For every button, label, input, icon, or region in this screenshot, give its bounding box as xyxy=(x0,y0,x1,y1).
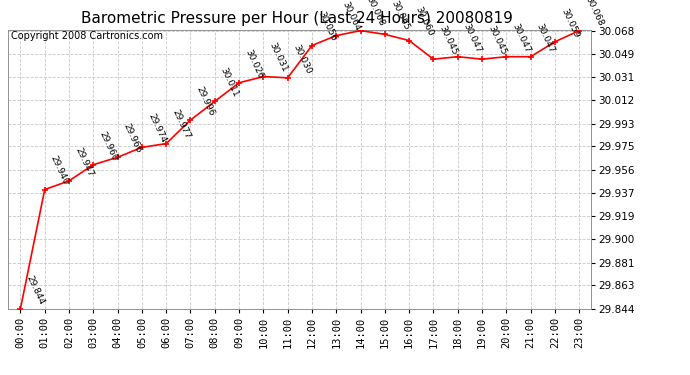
Text: 29.974: 29.974 xyxy=(146,112,168,144)
Text: 30.045: 30.045 xyxy=(486,24,508,56)
Text: 30.026: 30.026 xyxy=(244,48,265,80)
Text: 30.068: 30.068 xyxy=(583,0,605,28)
Text: 29.996: 29.996 xyxy=(195,85,216,117)
Text: 30.064: 30.064 xyxy=(340,0,362,33)
Text: Copyright 2008 Cartronics.com: Copyright 2008 Cartronics.com xyxy=(11,32,164,41)
Text: 29.940: 29.940 xyxy=(49,154,70,187)
Text: 30.045: 30.045 xyxy=(437,24,459,56)
Text: 30.068: 30.068 xyxy=(365,0,386,28)
Text: 30.065: 30.065 xyxy=(389,0,411,32)
Text: 30.047: 30.047 xyxy=(462,22,484,54)
Text: 29.977: 29.977 xyxy=(170,108,192,141)
Text: 30.060: 30.060 xyxy=(413,5,435,38)
Text: Barometric Pressure per Hour (Last 24 Hours) 20080819: Barometric Pressure per Hour (Last 24 Ho… xyxy=(81,11,513,26)
Text: 30.056: 30.056 xyxy=(316,10,337,43)
Text: 30.047: 30.047 xyxy=(535,22,556,54)
Text: 30.030: 30.030 xyxy=(292,42,313,75)
Text: 29.966: 29.966 xyxy=(121,122,144,154)
Text: 29.947: 29.947 xyxy=(73,146,95,178)
Text: 29.844: 29.844 xyxy=(25,274,46,306)
Text: 30.047: 30.047 xyxy=(511,22,532,54)
Text: 30.011: 30.011 xyxy=(219,66,241,99)
Text: 30.031: 30.031 xyxy=(268,41,289,74)
Text: 30.059: 30.059 xyxy=(559,6,580,39)
Text: 29.960: 29.960 xyxy=(97,130,119,162)
